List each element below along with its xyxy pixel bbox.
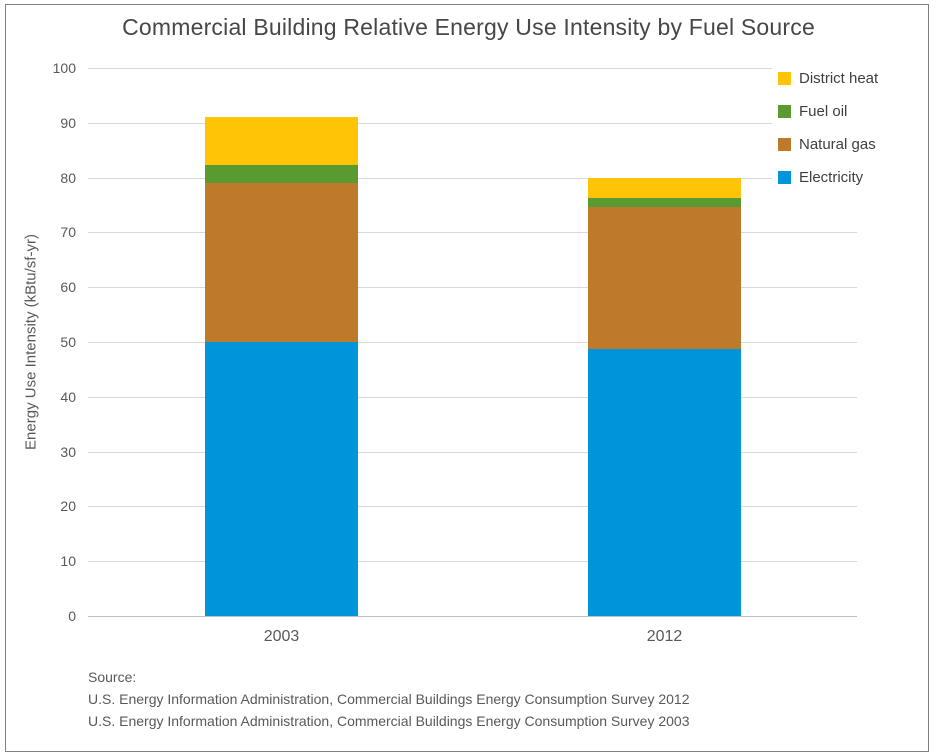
legend-swatch-icon [778,138,791,151]
y-tick-label: 90 [60,114,76,131]
bar-segment-electricity [588,348,741,616]
source-line: U.S. Energy Information Administration, … [88,691,690,707]
gridline [88,122,857,124]
y-tick-label: 30 [60,443,76,460]
y-tick-label: 20 [60,498,76,515]
bar-segment-natural-gas [588,206,741,349]
legend-item-electricity: Electricity [772,161,887,194]
legend-swatch-icon [778,171,791,184]
stacked-bar-2003 [205,117,358,616]
category-label: 2003 [263,628,300,645]
gridline [88,506,857,508]
x-axis-line [88,616,857,617]
legend-swatch-icon [778,72,791,85]
bar-segment-fuel-oil [205,165,358,184]
legend-item-fuel-oil: Fuel oil [772,95,887,128]
legend-item-label: Electricity [799,169,864,186]
legend-item-natural-gas: Natural gas [772,128,887,161]
gridline [88,561,857,563]
stacked-bar-2012 [588,177,741,616]
gridline [88,68,857,69]
gridline [88,287,857,289]
gridline [88,396,857,398]
bar-segment-fuel-oil [588,198,741,207]
y-tick-label: 0 [68,608,76,624]
y-tick-label: 60 [60,279,76,296]
y-tick-label: 70 [60,224,76,241]
gridline [88,451,857,453]
y-tick-label: 10 [60,553,76,570]
plot-area: 0 10 20 30 40 50 60 70 80 90 100 2003 2012 [53,60,857,645]
source-label: Source: [88,669,137,685]
source-block: Source: U.S. Energy Information Administ… [88,666,690,732]
bar-segment-district-heat [588,177,741,199]
bar-segment-electricity [205,342,358,616]
legend-item-label: Fuel oil [799,103,848,120]
gridline [88,342,857,343]
y-tick-label: 50 [60,334,76,350]
bar-segment-natural-gas [205,183,358,342]
legend-item-label: Natural gas [799,136,876,153]
bar-segment-district-heat [205,117,358,166]
gridline [88,232,857,234]
gridline [88,177,857,179]
y-tick-label: 40 [60,388,76,405]
source-line: U.S. Energy Information Administration, … [88,713,690,729]
legend-swatch-icon [778,105,791,118]
legend-item-district-heat: District heat [772,62,887,95]
y-axis-title: Energy Use Intensity (kBtu/sf-yr) [22,234,40,450]
y-tick-label: 100 [52,60,76,76]
legend: District heat Fuel oil Natural gas Electric… [772,62,887,194]
category-label: 2012 [646,628,683,645]
y-tick-label: 80 [60,169,76,186]
legend-item-label: District heat [799,70,879,87]
chart-title: Commercial Building Relative Energy Use … [122,14,815,40]
